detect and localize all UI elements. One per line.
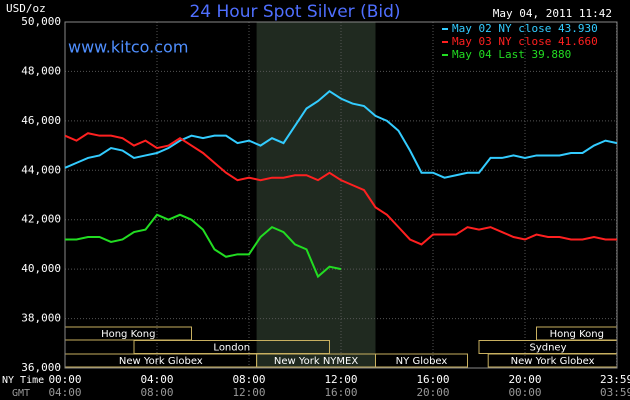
x-tick-label: 00:00: [48, 373, 81, 386]
shaded-region: [256, 22, 376, 368]
session-label: London: [213, 343, 250, 354]
x-tick-label: 12:00: [324, 373, 357, 386]
session-label: New York NYMEX: [274, 356, 359, 367]
legend-label: May 03 NY close 41.660: [452, 35, 598, 48]
plot-border: [64, 21, 618, 369]
series-line: [64, 89, 618, 179]
session-label: Hong Kong: [101, 329, 155, 340]
y-tick-label: 48,000: [21, 64, 61, 77]
session-label: New York Globex: [119, 356, 203, 367]
x2-tick-label: 16:00: [324, 386, 357, 399]
x-tick-label: 20:00: [508, 373, 541, 386]
x-tick-label: 08:00: [232, 373, 265, 386]
series-line: [65, 213, 342, 279]
legend-label: May 02 NY close 43.930: [452, 22, 598, 35]
y-axis-label: USD/oz: [6, 2, 46, 15]
session-label: Sydney: [529, 343, 566, 354]
x-axis-label: NY Time: [2, 375, 44, 386]
y-tick-label: 44,000: [21, 163, 61, 176]
x-tick-label: 16:00: [416, 373, 449, 386]
y-tick-label: 40,000: [21, 262, 61, 275]
x-tick-label: 23:59: [600, 373, 630, 386]
y-tick-label: 42,000: [21, 213, 61, 226]
y-tick-label: 36,000: [21, 361, 61, 374]
y-tick-label: 38,000: [21, 312, 61, 325]
x2-tick-label: 12:00: [232, 386, 265, 399]
session-box: [375, 353, 468, 368]
y-tick-label: 50,000: [21, 15, 61, 28]
timestamp: May 04, 2011 11:42: [493, 7, 612, 20]
y-tick-label: 46,000: [21, 114, 61, 127]
series-line: [64, 132, 617, 246]
session-label: New York Globex: [511, 356, 595, 367]
x2-tick-label: 08:00: [140, 386, 173, 399]
x2-tick-label: 20:00: [416, 386, 449, 399]
watermark: www.kitco.com: [68, 38, 188, 57]
chart-title: 24 Hour Spot Silver (Bid): [189, 2, 400, 22]
legend-label: May 04 Last 39.880: [452, 48, 571, 61]
x-tick-label: 04:00: [140, 373, 173, 386]
x2-tick-label: 03:59: [600, 386, 630, 399]
x2-axis-label: GMT: [12, 388, 30, 399]
x2-tick-label: 04:00: [48, 386, 81, 399]
x2-tick-label: 00:00: [508, 386, 541, 399]
session-label: Hong Kong: [550, 329, 604, 340]
session-label: NY Globex: [396, 356, 448, 367]
